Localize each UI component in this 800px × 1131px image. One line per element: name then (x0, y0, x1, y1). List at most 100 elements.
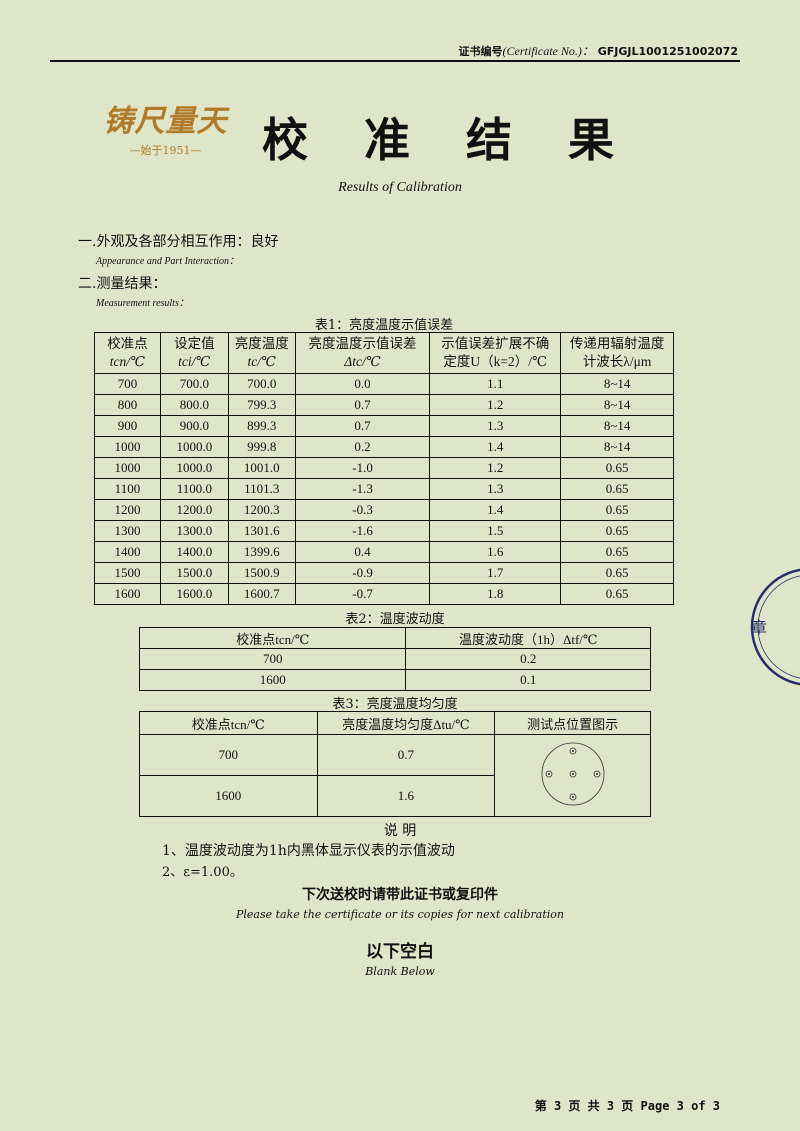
note-item: 2、ε=1.00。 (162, 865, 243, 880)
table-cell: 1000 (94, 457, 161, 479)
table-cell: 1.6 (429, 541, 562, 563)
note-item: 1、温度波动度为1h内黑体显示仪表的示值波动 (162, 843, 455, 859)
table-cell: 1100.0 (159, 478, 229, 500)
page-number: 第 3 页 共 3 页 Page 3 of 3 (534, 1099, 720, 1113)
table-cell: 1200.0 (159, 499, 229, 521)
table-cell: 899.3 (227, 415, 296, 437)
header-line: 定度U（k=2）/℃ (443, 354, 548, 369)
table-cell: 1500.0 (159, 562, 229, 584)
table-fluctuation: 校准点tcn/℃ 温度波动度（1h）Δtf/℃ 700 0.2 1600 0.1 (138, 627, 651, 691)
table-cell: 0.65 (560, 499, 674, 521)
table-cell: 900.0 (159, 415, 229, 437)
table-cell: 799.3 (227, 394, 296, 416)
header-line: 亮度温度 (234, 336, 289, 351)
official-stamp: 章 (750, 568, 800, 686)
table-cell: 8~14 (560, 436, 674, 458)
table1-header: 示值误差扩展不确 定度U（k=2）/℃ (429, 332, 562, 374)
header-divider (50, 60, 740, 62)
table-cell: 700.0 (159, 373, 229, 395)
table-cell: -1.0 (294, 457, 431, 479)
table-cell: 1400 (94, 541, 161, 563)
table1-caption: 表1：亮度温度示值误差 (314, 318, 454, 333)
header-line: tci/℃ (178, 354, 211, 369)
table-cell: 1101.3 (227, 478, 296, 500)
table1-header: 传递用辐射温度 计波长λ/μm (560, 332, 674, 374)
reminder-en: Please take the certificate or its copie… (235, 908, 565, 921)
notes-title: 说 明 (383, 823, 417, 839)
table-cell: 1000.0 (159, 457, 229, 479)
table-row: 700 0.2 (138, 648, 651, 670)
cert-label-cn: 证书编号 (458, 45, 503, 58)
table-row: 1600 1.6 (139, 775, 651, 817)
table-cell: 1.4 (429, 499, 562, 521)
page-subtitle: Results of Calibration (338, 180, 462, 195)
svg-text:章: 章 (751, 618, 767, 637)
table-row: 700 700.0 700.0 0.0 1.1 8~14 (94, 373, 674, 395)
table-cell: 0.1 (405, 669, 651, 691)
table-cell: 700.0 (227, 373, 296, 395)
table-row: 1000 1000.0 999.8 0.2 1.4 8~14 (94, 436, 674, 458)
certificate-number: 证书编号(Certificate No.)： GFJGJL10012510020… (459, 42, 738, 59)
table-cell: 1500.9 (227, 562, 296, 584)
table-cell: 1000.0 (159, 436, 229, 458)
table-row: 1600 0.1 (138, 669, 651, 691)
table-cell: 900 (94, 415, 161, 437)
header-line: 设定值 (174, 336, 215, 351)
table-cell: 0.65 (560, 541, 674, 563)
table-cell: 1.2 (429, 457, 562, 479)
table-cell: 1600.7 (227, 583, 296, 605)
table-cell: 1400.0 (159, 541, 229, 563)
table-cell: 1.7 (429, 562, 562, 584)
table3-header: 亮度温度均匀度Δtu/℃ (316, 711, 496, 735)
table-row: 700 0.7 (139, 734, 651, 817)
table-cell: 1600.0 (159, 583, 229, 605)
table-cell: 800 (94, 394, 161, 416)
table-cell: 8~14 (560, 415, 674, 437)
table1-header: 亮度温度 tc/℃ (227, 332, 296, 374)
table-cell: 1.3 (429, 415, 562, 437)
table-cell: 1600 (139, 775, 318, 817)
test-point-diagram-icon (541, 742, 604, 805)
logo: 铸尺量天 —始于1951— (88, 96, 243, 158)
table-cell: 1300 (94, 520, 161, 542)
table-cell: 0.65 (560, 583, 674, 605)
table-row: 1200 1200.0 1200.3 -0.3 1.4 0.65 (94, 499, 674, 521)
table-cell: 1.3 (429, 478, 562, 500)
table-row: 1500 1500.0 1500.9 -0.9 1.7 0.65 (94, 562, 674, 584)
table2-header: 校准点tcn/℃ (138, 627, 407, 649)
table-cell: 1.2 (429, 394, 562, 416)
table-cell: 0.65 (560, 457, 674, 479)
header-line: tc/℃ (247, 354, 277, 369)
table-indication-error: 校准点 tcn/℃ 设定值 tci/℃ 亮度温度 tc/℃ 亮度温度示值误差 Δtc/℃ 示值误… (94, 332, 674, 605)
reminder-cn: 下次送校时请带此证书或复印件 (302, 887, 498, 903)
section-appearance: 一.外观及各部分相互作用：良好 (78, 234, 279, 250)
table-cell: 1399.6 (227, 541, 296, 563)
table3-header: 校准点tcn/℃ (139, 711, 318, 735)
cert-no-value: GFJGJL1001251002072 (597, 45, 738, 58)
table-cell: 1001.0 (227, 457, 296, 479)
table-cell: 8~14 (560, 394, 674, 416)
section-measurement-en: Measurement results： (96, 298, 189, 309)
header-line: 示值误差扩展不确 (441, 336, 550, 351)
table-cell: 1.6 (316, 775, 496, 817)
header-line: 计波长λ/μm (582, 354, 652, 369)
table-uniformity: 校准点tcn/℃ 亮度温度均匀度Δtu/℃ 测试点位置图示 700 0.7 1600 1… (139, 711, 651, 817)
table-cell: 1600 (94, 583, 161, 605)
table-cell: 0.7 (294, 415, 431, 437)
table-cell: 0.0 (294, 373, 431, 395)
header-line: Δtc/℃ (344, 354, 381, 369)
table-cell: 700 (139, 734, 318, 776)
table-cell: 0.65 (560, 520, 674, 542)
table1-header: 校准点 tcn/℃ (94, 332, 161, 374)
table-cell: -0.9 (294, 562, 431, 584)
table-cell: 1.4 (429, 436, 562, 458)
table-cell: 1000 (94, 436, 161, 458)
section-appearance-en: Appearance and Part Interaction： (96, 256, 240, 267)
table-cell: -1.6 (294, 520, 431, 542)
table-row: 1300 1300.0 1301.6 -1.6 1.5 0.65 (94, 520, 674, 542)
table1-header: 设定值 tci/℃ (159, 332, 229, 374)
table-cell: 1600 (138, 669, 407, 691)
blank-below-en: Blank Below (365, 965, 435, 978)
test-point-diagram (494, 734, 651, 817)
